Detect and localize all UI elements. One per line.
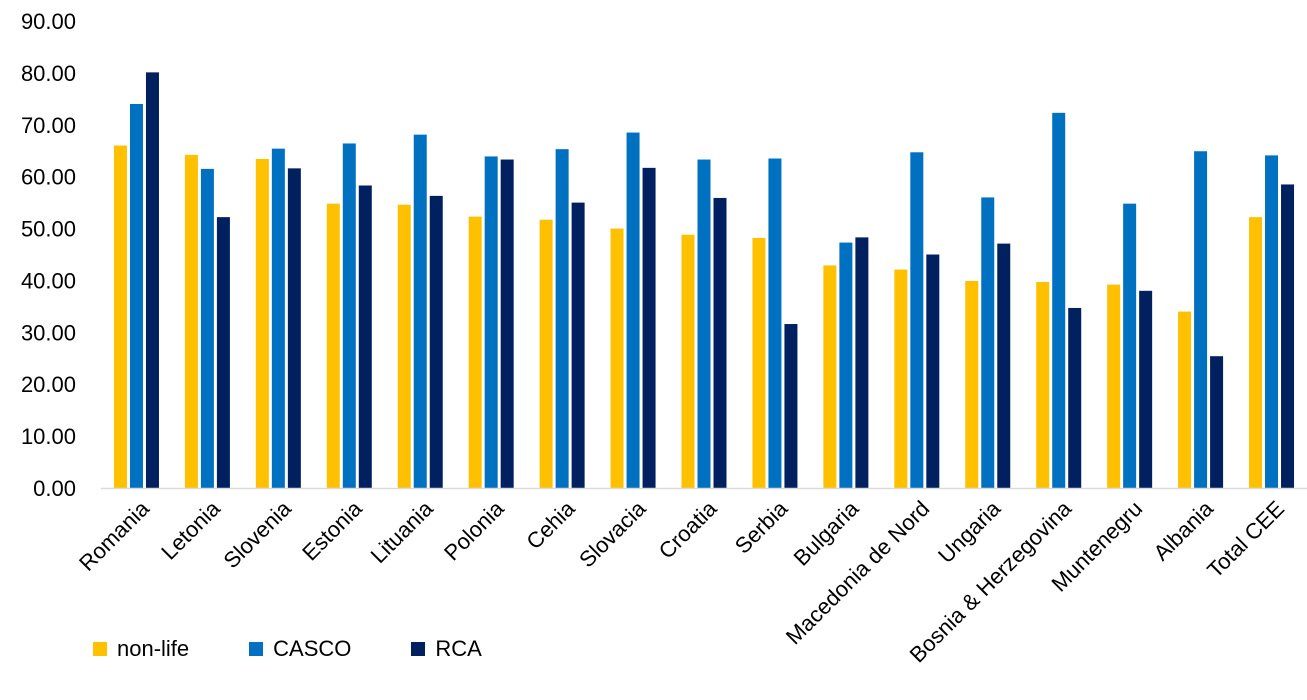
bar-casco-ungaria: [981, 197, 995, 489]
x-category-label: Slovacia: [574, 495, 651, 572]
y-tick-label: 80.00: [21, 61, 76, 86]
bar-casco-total-cee: [1265, 155, 1279, 488]
bar-non-life-albania: [1178, 311, 1192, 488]
bar-non-life-muntenegru: [1107, 284, 1121, 488]
bar-rca-serbia: [784, 324, 798, 488]
bar-non-life-estonia: [326, 203, 340, 488]
bar-rca-bulgaria: [855, 237, 869, 488]
legend-item-casco: CASCO: [249, 636, 351, 662]
bar-casco-letonia: [200, 168, 214, 488]
legend: non-life CASCO RCA: [93, 636, 542, 662]
x-category-label: Slovenia: [219, 495, 297, 573]
bar-casco-muntenegru: [1123, 203, 1137, 488]
y-tick-label: 30.00: [21, 320, 76, 345]
bar-non-life-cehia: [539, 219, 553, 489]
bar-casco-estonia: [342, 143, 356, 488]
bar-casco-albania: [1194, 151, 1208, 489]
x-category-label: Croatia: [654, 495, 722, 563]
bar-casco-slovenia: [271, 148, 285, 488]
bar-non-life-bulgaria: [823, 265, 837, 488]
bar-rca-slovenia: [287, 168, 301, 489]
bar-casco-cehia: [555, 149, 569, 489]
legend-label-casco: CASCO: [273, 636, 352, 661]
bar-non-life-ungaria: [965, 280, 979, 488]
bar-rca-total-cee: [1281, 184, 1295, 488]
bar-casco-lituania: [413, 134, 427, 488]
x-category-label: Polonia: [439, 495, 509, 565]
x-category-label: Albania: [1149, 495, 1219, 565]
bar-non-life-croatia: [681, 234, 695, 488]
x-category-label: Ungaria: [933, 495, 1006, 568]
bar-non-life-letonia: [184, 154, 198, 488]
y-tick-label: 50.00: [21, 217, 76, 242]
legend-item-rca: RCA: [411, 636, 482, 662]
bars: [113, 72, 1295, 489]
bar-casco-bulgaria: [839, 242, 853, 488]
x-category-label: Lituania: [366, 495, 439, 568]
legend-item-non-life: non-life: [93, 636, 189, 662]
bar-rca-cehia: [571, 202, 585, 489]
y-tick-label: 10.00: [21, 424, 76, 449]
legend-swatch-casco: [249, 642, 264, 656]
y-tick-label: 20.00: [21, 372, 76, 397]
bar-casco-slovacia: [626, 132, 640, 488]
bar-non-life-bosnia-herzegovina: [1036, 282, 1050, 488]
bar-casco-macedonia-de-nord: [910, 152, 924, 488]
bar-non-life-macedonia-de-nord: [894, 269, 908, 488]
bar-non-life-lituania: [397, 204, 411, 488]
bar-casco-croatia: [697, 159, 711, 489]
legend-swatch-rca: [411, 642, 426, 656]
bar-non-life-serbia: [752, 237, 766, 488]
y-tick-label: 0.00: [33, 476, 76, 501]
bar-rca-bosnia-herzegovina: [1068, 307, 1082, 488]
bar-non-life-polonia: [468, 216, 482, 488]
x-category-label: Cehia: [521, 495, 580, 554]
bar-rca-lituania: [429, 195, 443, 488]
x-category-label: Romania: [74, 495, 154, 575]
x-category-label: Serbia: [730, 495, 793, 558]
bar-casco-serbia: [768, 158, 782, 488]
y-tick-label: 90.00: [21, 9, 76, 34]
y-tick-label: 40.00: [21, 268, 76, 293]
bar-casco-bosnia-herzegovina: [1052, 112, 1066, 488]
bar-non-life-slovacia: [610, 228, 624, 488]
bar-non-life-total-cee: [1249, 217, 1263, 488]
bar-rca-croatia: [713, 197, 727, 488]
y-tick-label: 70.00: [21, 113, 76, 138]
bar-casco-polonia: [484, 156, 498, 488]
x-category-label: Estonia: [297, 495, 367, 565]
y-tick-label: 60.00: [21, 165, 76, 190]
bar-rca-ungaria: [997, 243, 1011, 488]
bar-rca-estonia: [358, 185, 372, 489]
bar-non-life-slovenia: [255, 159, 269, 488]
x-category-label: Total CEE: [1202, 496, 1289, 583]
bar-rca-macedonia-de-nord: [926, 254, 940, 488]
bar-rca-slovacia: [642, 167, 656, 488]
x-category-label: Letonia: [156, 495, 225, 564]
bar-rca-romania: [145, 72, 159, 489]
bar-casco-romania: [129, 104, 143, 489]
y-axis-tick-labels: 0.00 10.00 20.00 30.00 40.00 50.00 60.00 70.00 8…: [21, 9, 76, 501]
bar-rca-letonia: [216, 217, 230, 488]
bar-rca-polonia: [500, 159, 514, 489]
legend-label-rca: RCA: [435, 636, 482, 661]
legend-label-non-life: non-life: [117, 636, 190, 661]
bar-rca-muntenegru: [1139, 290, 1153, 488]
bar-rca-albania: [1210, 356, 1224, 488]
legend-swatch-non-life: [93, 642, 107, 656]
bar-non-life-romania: [113, 145, 127, 488]
